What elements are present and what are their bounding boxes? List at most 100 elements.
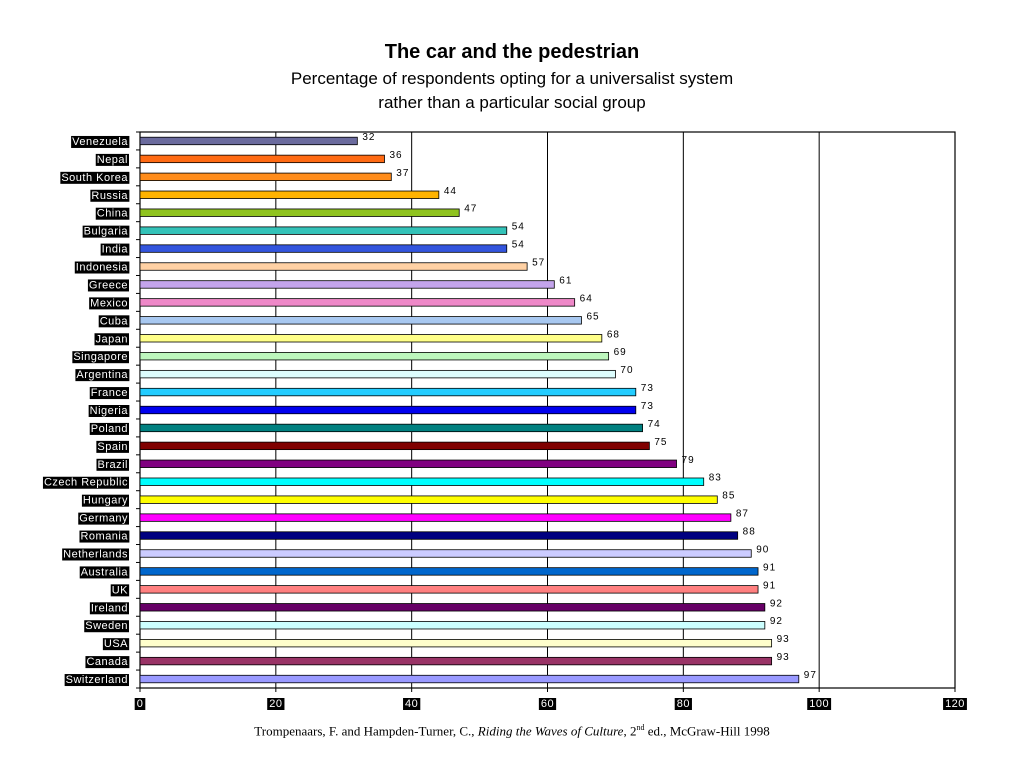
category-label: Russia <box>91 190 128 202</box>
category-label: Germany <box>79 513 128 525</box>
bar-value-label: 68 <box>607 329 620 340</box>
category-label: Venezuela <box>72 136 128 148</box>
x-tick-label: 20 <box>269 698 282 710</box>
bar-value-label: 93 <box>777 652 790 663</box>
bar-value-label: 85 <box>722 491 735 502</box>
chart-subtitle-line-1: Percentage of respondents opting for a u… <box>290 69 734 88</box>
source-authors: Trompenaars, F. and Hampden-Turner, C., <box>254 723 478 739</box>
bar-uk <box>139 585 759 594</box>
chart-subtitle-line-2: rather than a particular social group <box>378 93 646 112</box>
source-edition-prefix: , 2 <box>623 723 637 739</box>
bar-value-label: 88 <box>743 527 756 538</box>
bar-value-label: 65 <box>586 311 599 322</box>
x-tick-label: 120 <box>945 698 965 710</box>
bar-russia <box>139 190 440 199</box>
category-label: Indonesia <box>76 262 129 274</box>
category-label: Nigeria <box>90 405 129 417</box>
category-label-background <box>82 225 130 238</box>
bar-value-label: 91 <box>763 562 776 573</box>
bar-greece <box>139 280 555 289</box>
bar-value-label: 92 <box>770 598 783 609</box>
category-label-background <box>89 297 129 310</box>
category-label: Spain <box>97 441 128 453</box>
bar-value-label: 61 <box>559 275 572 286</box>
category-label-background <box>98 315 130 328</box>
x-tick-label: 40 <box>405 698 418 710</box>
chart-title: The car and the pedestrian <box>384 41 640 63</box>
bar-value-label: 83 <box>709 473 722 484</box>
category-label-background <box>42 476 129 489</box>
category-label-background <box>71 135 130 148</box>
category-label-background <box>89 422 129 435</box>
source-edition-superscript: nd <box>636 723 645 732</box>
bar-czech-republic <box>139 477 705 486</box>
bar-ireland <box>139 603 766 612</box>
category-label-background <box>64 674 129 687</box>
bar-nigeria <box>139 405 637 415</box>
category-label: Sweden <box>85 620 128 632</box>
bar-venezuela <box>139 136 358 146</box>
category-label-background <box>81 494 129 507</box>
bar-indonesia <box>139 262 528 271</box>
category-label-background <box>72 351 129 364</box>
bar-value-label: 97 <box>804 670 817 681</box>
category-label: Singapore <box>73 351 128 363</box>
category-label: Canada <box>86 656 128 668</box>
bar-value-label: 73 <box>641 401 654 412</box>
bar-cuba <box>139 316 582 325</box>
bar-value-label: 37 <box>396 168 409 179</box>
bar-value-label: 92 <box>770 616 783 627</box>
bar-nepal <box>139 154 385 164</box>
category-label: Hungary <box>83 495 128 507</box>
bar-singapore <box>139 352 610 361</box>
category-label-background <box>95 207 130 220</box>
bar-argentina <box>139 369 616 379</box>
bar-romania <box>139 531 739 540</box>
bar-india <box>139 244 508 253</box>
category-label: Brazil <box>97 459 128 471</box>
source-citation: Trompenaars, F. and Hampden-Turner, C., … <box>0 723 1024 739</box>
category-label: Argentina <box>76 369 128 381</box>
bar-australia <box>139 567 759 576</box>
category-label: Romania <box>80 531 128 543</box>
category-label: Ireland <box>91 602 128 614</box>
bar-south-korea <box>139 172 392 181</box>
bar-value-label: 70 <box>620 365 633 376</box>
category-label-background <box>74 261 130 274</box>
category-label: Nepal <box>97 154 128 166</box>
bar-japan <box>139 334 603 343</box>
bar-value-label: 87 <box>736 509 749 520</box>
bar-hungary <box>139 495 718 504</box>
category-label: Netherlands <box>63 548 128 560</box>
category-label-background <box>102 638 130 651</box>
category-label-background <box>79 566 130 579</box>
source-edition-suffix: ed., McGraw-Hill 1998 <box>644 723 770 739</box>
bar-usa <box>139 639 773 648</box>
category-label: South Korea <box>61 172 128 184</box>
category-label-background <box>87 279 129 292</box>
category-label: Australia <box>81 566 129 578</box>
bar-canada <box>139 656 773 666</box>
bar-value-label: 79 <box>682 455 695 466</box>
category-label: China <box>97 208 129 220</box>
category-label: Bulgaria <box>84 226 129 238</box>
category-label-background <box>85 656 130 669</box>
x-tick-label-background <box>538 698 557 710</box>
bar-germany <box>139 513 732 522</box>
bar-value-label: 54 <box>512 240 525 251</box>
category-label-background <box>88 405 130 417</box>
bar-spain <box>139 441 650 451</box>
bar-switzerland <box>139 674 800 684</box>
x-tick-label-background <box>403 698 421 710</box>
category-label-background <box>90 189 130 202</box>
bar-france <box>139 387 637 397</box>
category-label: Greece <box>89 279 128 291</box>
bar-bulgaria <box>139 226 508 235</box>
bar-value-label: 75 <box>654 437 667 448</box>
category-label-background <box>110 584 130 597</box>
x-tick-label-background <box>267 698 285 710</box>
bar-netherlands <box>139 549 752 558</box>
category-label: UK <box>112 584 128 596</box>
bar-mexico <box>139 298 576 307</box>
